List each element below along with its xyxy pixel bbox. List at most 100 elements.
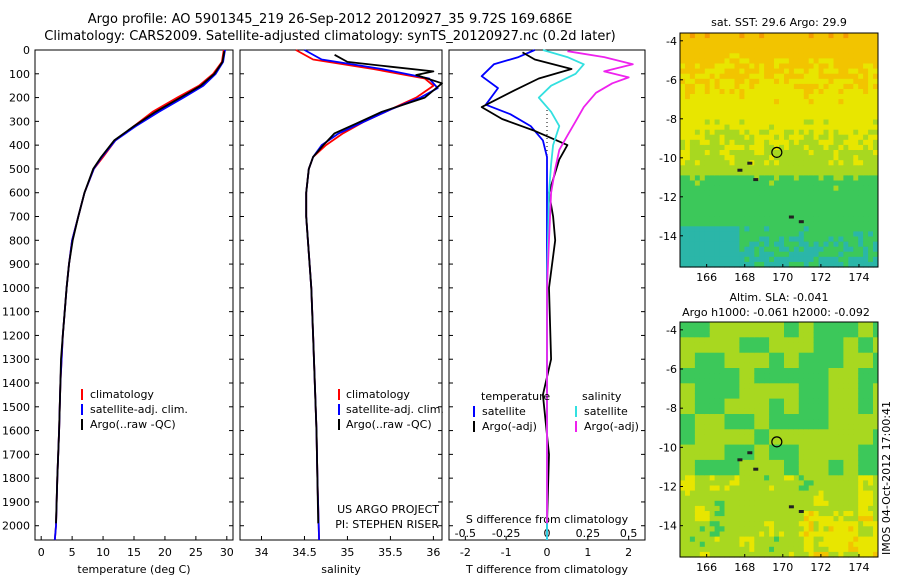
y-tick-label: 200 [9, 92, 30, 105]
island-marker [747, 451, 753, 455]
y-tick-label: 1300 [2, 353, 30, 366]
y-tick-label: 2000 [2, 520, 30, 533]
y-tick-label: -14 [659, 520, 677, 533]
x-tick-label: 166 [696, 561, 717, 574]
y-tick-label: 1100 [2, 306, 30, 319]
panel-frame-2 [239, 49, 443, 541]
x-axis-label: salinity [321, 563, 361, 576]
figure-title-line2: Climatology: CARS2009. Satellite-adjuste… [44, 29, 616, 44]
y-tick-label: -8 [666, 402, 677, 415]
x-tick-label: -2 [460, 546, 471, 559]
y-tick-label: -10 [659, 441, 677, 454]
y-tick-label: 1400 [2, 377, 30, 390]
y-tick-label: 700 [9, 211, 30, 224]
legend-header: temperature [481, 390, 550, 403]
series-line-salinity-argo--adj- [546, 50, 634, 524]
island-marker [737, 458, 743, 462]
y-tick-label: 500 [9, 163, 30, 176]
x-tick-label: 0 [544, 546, 551, 559]
y-tick-label: 900 [9, 258, 30, 271]
series-line-argo---raw--qc- [55, 51, 226, 524]
x-tick-label: 174 [848, 561, 869, 574]
island-marker [737, 168, 743, 172]
y-tick-label: -12 [659, 481, 677, 494]
map2-title: Altim. SLA: -0.041 [729, 291, 828, 304]
y-tick-label: 100 [9, 68, 30, 81]
x-tick-label: 172 [810, 271, 831, 284]
x-tick-label: 2 [625, 546, 632, 559]
y-tick-label: 1500 [2, 401, 30, 414]
project-annotation: US ARGO PROJECT [337, 503, 439, 516]
legend-label: satellite-adj. clim. [90, 403, 188, 416]
y-tick-label: -6 [666, 363, 677, 376]
legend-label: Argo(-adj) [482, 420, 537, 433]
x-tick-label: 5 [69, 546, 76, 559]
legend-header: salinity [582, 390, 622, 403]
figure-title-line1: Argo profile: AO 5901345_219 26-Sep-2012… [87, 12, 573, 27]
x-tick-label: 174 [848, 271, 869, 284]
y-tick-label: -4 [666, 324, 677, 337]
x-tick-label-salinity: -0.5 [455, 527, 476, 540]
map-2 [680, 322, 879, 558]
x-tick-label: 166 [696, 271, 717, 284]
series-line-temperature-argo--adj- [480, 51, 573, 524]
map-1 [680, 33, 879, 268]
x-axis-label: temperature (deg C) [77, 563, 190, 576]
y-tick-label: -6 [666, 74, 677, 87]
x-tick-label: 35.5 [378, 546, 403, 559]
y-tick-label: 400 [9, 139, 30, 152]
y-tick-label: -4 [666, 35, 677, 48]
x-tick-label: 170 [772, 271, 793, 284]
legend-label: climatology [346, 388, 410, 401]
x-tick-label: 36 [426, 546, 440, 559]
y-tick-label: 600 [9, 187, 30, 200]
island-marker [788, 505, 794, 509]
panel-frame-1 [34, 49, 234, 541]
x-tick-label: -1 [501, 546, 512, 559]
legend-label: Argo(-adj) [584, 420, 639, 433]
map1-title: sat. SST: 29.6 Argo: 29.9 [711, 16, 847, 29]
x-tick-label: 34 [254, 546, 268, 559]
island-marker [788, 215, 794, 219]
x-tick-label: 15 [127, 546, 141, 559]
x-tick-label: 170 [772, 561, 793, 574]
series-line-satellite-adj--clim- [304, 49, 439, 541]
x-tick-label-salinity: -0.25 [492, 527, 520, 540]
x-tick-label: 35 [340, 546, 354, 559]
x-tick-label: 168 [734, 561, 755, 574]
y-tick-label: -10 [659, 152, 677, 165]
y-tick-label: 1900 [2, 496, 30, 509]
y-tick-label: 800 [9, 234, 30, 247]
legend-label: Argo(..raw -QC) [346, 418, 432, 431]
legend-label: satellite [482, 405, 526, 418]
x-tick-label: 10 [96, 546, 110, 559]
map2-subtitle: Argo h1000: -0.061 h2000: -0.092 [682, 306, 870, 319]
x-tick-label: 172 [810, 561, 831, 574]
y-tick-label: 0 [23, 44, 30, 57]
legend-label: Argo(..raw -QC) [90, 418, 176, 431]
island-marker [747, 161, 753, 165]
y-tick-label: 1000 [2, 282, 30, 295]
imos-timestamp: IMOS 04-Oct-2012 17:00:41 [880, 400, 893, 555]
island-marker [798, 510, 804, 513]
x-tick-label: 25 [189, 546, 203, 559]
y-tick-label: -14 [659, 230, 677, 243]
legend-label: climatology [90, 388, 154, 401]
x-tick-label: 1 [584, 546, 591, 559]
series-line-argo---raw--qc- [305, 54, 443, 524]
legend-label: satellite [584, 405, 628, 418]
y-tick-label: 1700 [2, 448, 30, 461]
x-tick-label: 30 [220, 546, 234, 559]
x-tick-label: 0 [38, 546, 45, 559]
x-axis-label: T difference from climatology [465, 563, 628, 576]
legend-label: satellite-adj. clim. [346, 403, 444, 416]
series-line-salinity-satellite [537, 49, 585, 540]
y-tick-label: -12 [659, 191, 677, 204]
island-marker [753, 178, 759, 182]
island-marker [798, 220, 804, 224]
x-tick-label: 168 [734, 271, 755, 284]
series-line-satellite-adj--clim- [53, 49, 226, 541]
y-tick-label: 1600 [2, 425, 30, 438]
argo-location-marker [771, 146, 783, 158]
